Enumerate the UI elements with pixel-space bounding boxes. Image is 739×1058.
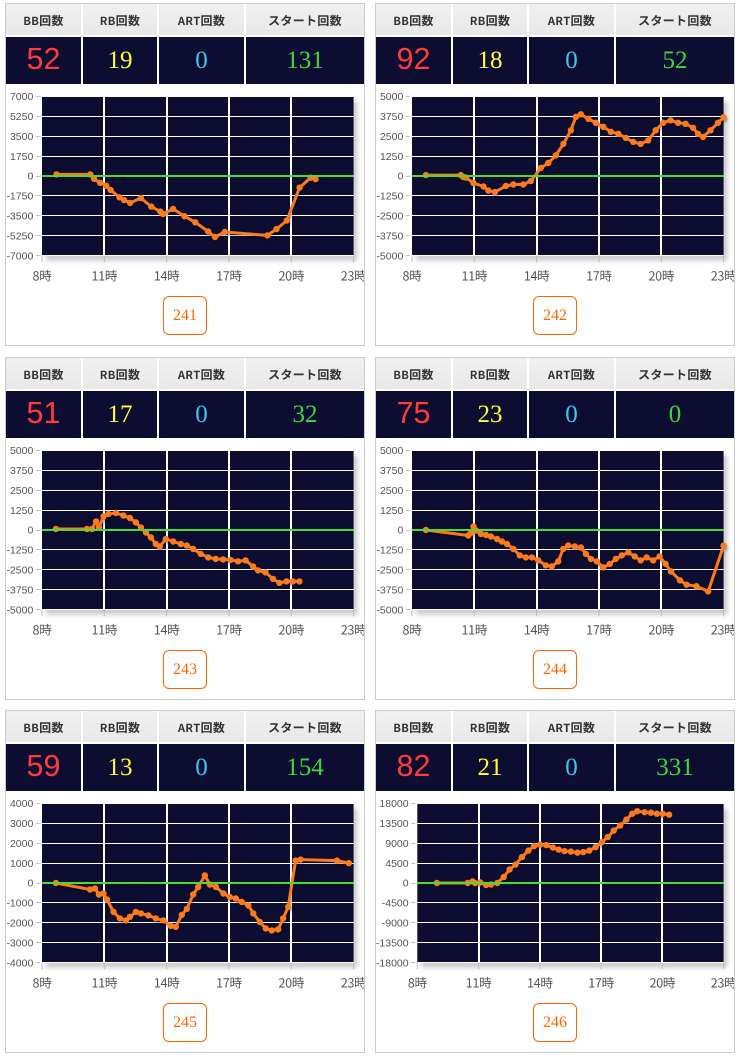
svg-text:-5000: -5000: [6, 605, 33, 617]
svg-text:-2500: -2500: [376, 211, 403, 223]
svg-text:0: 0: [403, 878, 409, 890]
svg-text:-18000: -18000: [376, 958, 409, 970]
svg-text:18000: 18000: [379, 798, 408, 810]
svg-text:2500: 2500: [10, 485, 34, 497]
svg-text:0: 0: [27, 878, 33, 890]
svg-text:-4500: -4500: [382, 898, 409, 910]
svg-text:-2000: -2000: [6, 918, 33, 930]
svg-text:-2500: -2500: [376, 565, 403, 577]
svg-text:0: 0: [397, 171, 403, 183]
svg-text:-3750: -3750: [6, 585, 33, 597]
svg-text:1250: 1250: [10, 505, 34, 517]
svg-text:5250: 5250: [10, 111, 34, 123]
svg-text:7000: 7000: [10, 91, 34, 103]
svg-text:1250: 1250: [380, 505, 404, 517]
svg-text:1750: 1750: [10, 151, 34, 163]
svg-text:3000: 3000: [10, 818, 34, 830]
svg-text:-7000: -7000: [6, 251, 33, 263]
svg-text:-1250: -1250: [376, 545, 403, 557]
svg-text:0: 0: [397, 525, 403, 537]
svg-text:5000: 5000: [380, 91, 404, 103]
svg-text:2000: 2000: [10, 838, 34, 850]
svg-text:1250: 1250: [380, 151, 404, 163]
svg-text:-2500: -2500: [6, 565, 33, 577]
svg-text:-5000: -5000: [376, 251, 403, 263]
svg-text:0: 0: [27, 525, 33, 537]
svg-text:-13500: -13500: [376, 938, 409, 950]
svg-text:3750: 3750: [10, 465, 34, 477]
svg-text:-5000: -5000: [376, 605, 403, 617]
svg-text:-5250: -5250: [6, 231, 33, 243]
svg-text:9000: 9000: [385, 838, 409, 850]
svg-text:-1250: -1250: [6, 545, 33, 557]
svg-text:-4000: -4000: [6, 958, 33, 970]
svg-text:-1750: -1750: [6, 191, 33, 203]
svg-text:3750: 3750: [380, 465, 404, 477]
svg-text:5000: 5000: [10, 445, 34, 457]
svg-text:3750: 3750: [380, 111, 404, 123]
svg-text:-3750: -3750: [376, 231, 403, 243]
svg-text:-1250: -1250: [376, 191, 403, 203]
svg-text:2500: 2500: [380, 485, 404, 497]
svg-text:0: 0: [27, 171, 33, 183]
svg-text:-3000: -3000: [6, 938, 33, 950]
svg-text:4500: 4500: [385, 858, 409, 870]
svg-text:4000: 4000: [10, 798, 34, 810]
svg-text:5000: 5000: [380, 445, 404, 457]
svg-text:-3750: -3750: [376, 585, 403, 597]
svg-text:1000: 1000: [10, 858, 34, 870]
svg-text:3500: 3500: [10, 131, 34, 143]
svg-text:-1000: -1000: [6, 898, 33, 910]
svg-text:-3500: -3500: [6, 211, 33, 223]
svg-text:2500: 2500: [380, 131, 404, 143]
svg-text:-9000: -9000: [382, 918, 409, 930]
svg-text:13500: 13500: [379, 818, 408, 830]
